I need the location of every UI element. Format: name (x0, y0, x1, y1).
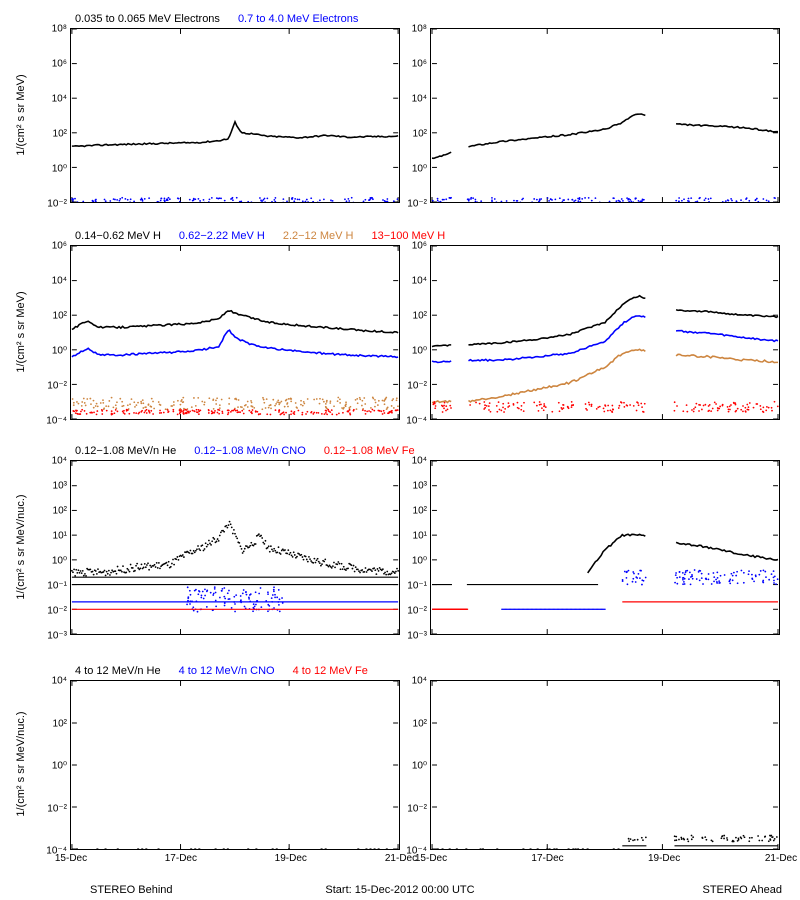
plot-area (71, 681, 399, 849)
y-tick: 10⁻² (407, 199, 431, 210)
y-tick: 10⁴ (412, 94, 431, 105)
footer-right-label: STEREO Ahead (703, 884, 783, 896)
series-label: 0.12−1.08 MeV/n He (75, 445, 176, 461)
x-tick: 21-Dec (765, 849, 797, 864)
y-tick: 10⁻¹ (47, 581, 71, 592)
series-label: 13−100 MeV H (371, 230, 445, 246)
y-tick: 10² (53, 129, 71, 140)
y-tick: 10⁻² (407, 606, 431, 617)
x-tick: 17-Dec (165, 849, 197, 864)
series-label: 0.035 to 0.065 MeV Electrons (75, 13, 220, 29)
chart-grid: 1/(cm² s sr MeV)10⁻²10⁰10²10⁴10⁶10⁸0.035… (60, 5, 790, 875)
y-tick: 10⁴ (52, 676, 71, 687)
series-label: 4 to 12 MeV/n CNO (179, 665, 275, 681)
y-tick: 10⁻⁴ (46, 416, 71, 427)
y-tick: 10⁰ (412, 761, 431, 772)
y-tick: 10² (53, 506, 71, 517)
y-tick: 10⁴ (412, 276, 431, 287)
y-tick: 10⁴ (412, 676, 431, 687)
y-tick: 10² (413, 506, 431, 517)
y-tick: 10⁴ (52, 456, 71, 467)
y-tick: 10⁸ (412, 24, 431, 35)
y-tick: 10⁻² (407, 803, 431, 814)
panel-r0-c0: 1/(cm² s sr MeV)10⁻²10⁰10²10⁴10⁶10⁸0.035… (70, 28, 400, 203)
series-label: 4 to 12 MeV Fe (293, 665, 368, 681)
panel-r3-c1: 10⁻⁴10⁻²10⁰10²10⁴15-Dec17-Dec19-Dec21-De… (430, 680, 780, 850)
y-tick: 10¹ (53, 531, 71, 542)
y-tick: 10⁻² (47, 381, 71, 392)
series-label: 4 to 12 MeV/n He (75, 665, 161, 681)
plot-area (431, 246, 779, 419)
y-tick: 10⁻¹ (407, 581, 431, 592)
y-tick: 10² (413, 718, 431, 729)
y-tick: 10⁰ (52, 761, 71, 772)
y-tick: 10⁰ (52, 346, 71, 357)
panel-r0-c1: 10⁻²10⁰10²10⁴10⁶10⁸ (430, 28, 780, 203)
y-tick: 10⁻⁴ (406, 416, 431, 427)
y-tick: 10⁶ (412, 241, 431, 252)
y-tick: 10⁴ (52, 94, 71, 105)
x-tick: 17-Dec (531, 849, 563, 864)
y-tick: 10³ (53, 481, 71, 492)
y-tick: 10⁶ (52, 59, 71, 70)
y-axis-label: 1/(cm² s sr MeV) (15, 252, 27, 412)
series-label: 0.12−1.08 MeV Fe (324, 445, 415, 461)
series-label: 2.2−12 MeV H (283, 230, 354, 246)
y-tick: 10⁻² (47, 199, 71, 210)
y-axis-label: 1/(cm² s sr MeV/nuc.) (15, 467, 27, 627)
y-tick: 10⁻² (47, 803, 71, 814)
y-tick: 10⁶ (412, 59, 431, 70)
series-label: 0.12−1.08 MeV/n CNO (194, 445, 306, 461)
y-tick: 10² (53, 311, 71, 322)
footer-start-label: Start: 15-Dec-2012 00:00 UTC (0, 884, 800, 896)
panel-r3-c0: 1/(cm² s sr MeV/nuc.)10⁻⁴10⁻²10⁰10²10⁴15… (70, 680, 400, 850)
row-2-header: 0.12−1.08 MeV/n He 0.12−1.08 MeV/n CNO 0.1… (75, 445, 415, 461)
y-tick: 10² (413, 311, 431, 322)
row-1-header: 0.14−0.62 MeV H 0.62−2.22 MeV H 2.2−12 MeV… (75, 230, 445, 246)
panel-r1-c0: 1/(cm² s sr MeV)10⁻⁴10⁻²10⁰10²10⁴10⁶0.14… (70, 245, 400, 420)
row-3-header: 4 to 12 MeV/n He 4 to 12 MeV/n CNO 4 to 12… (75, 665, 368, 681)
y-tick: 10² (53, 718, 71, 729)
y-tick: 10⁶ (52, 241, 71, 252)
plot-area (431, 29, 779, 202)
panel-r1-c1: 10⁻⁴10⁻²10⁰10²10⁴10⁶ (430, 245, 780, 420)
y-axis-label: 1/(cm² s sr MeV/nuc.) (15, 684, 27, 844)
y-tick: 10² (413, 129, 431, 140)
panel-r2-c0: 1/(cm² s sr MeV/nuc.)10⁻³10⁻²10⁻¹10⁰10¹1… (70, 460, 400, 635)
plot-area (71, 29, 399, 202)
y-tick: 10⁰ (52, 164, 71, 175)
series-label: 0.14−0.62 MeV H (75, 230, 161, 246)
panel-r2-c1: 10⁻³10⁻²10⁻¹10⁰10¹10²10³10⁴ (430, 460, 780, 635)
plot-area (71, 246, 399, 419)
row-0-header: 0.035 to 0.065 MeV Electrons 0.7 to 4.0 M… (75, 13, 358, 29)
series-label: 0.62−2.22 MeV H (179, 230, 265, 246)
y-tick: 10¹ (413, 531, 431, 542)
plot-area (71, 461, 399, 634)
y-tick: 10⁴ (412, 456, 431, 467)
y-tick: 10⁰ (412, 346, 431, 357)
y-tick: 10⁻² (407, 381, 431, 392)
x-tick: 19-Dec (275, 849, 307, 864)
y-tick: 10⁴ (52, 276, 71, 287)
y-tick: 10⁻³ (47, 631, 71, 642)
y-tick: 10⁰ (52, 556, 71, 567)
y-tick: 10³ (413, 481, 431, 492)
series-label: 0.7 to 4.0 MeV Electrons (238, 13, 358, 29)
y-tick: 10⁸ (52, 24, 71, 35)
y-tick: 10⁰ (412, 556, 431, 567)
y-axis-label: 1/(cm² s sr MeV) (15, 35, 27, 195)
plot-area (431, 681, 779, 849)
x-tick: 15-Dec (55, 849, 87, 864)
plot-area (431, 461, 779, 634)
y-tick: 10⁻² (47, 606, 71, 617)
x-tick: 15-Dec (415, 849, 447, 864)
y-tick: 10⁻³ (407, 631, 431, 642)
x-tick: 19-Dec (648, 849, 680, 864)
y-tick: 10⁰ (412, 164, 431, 175)
